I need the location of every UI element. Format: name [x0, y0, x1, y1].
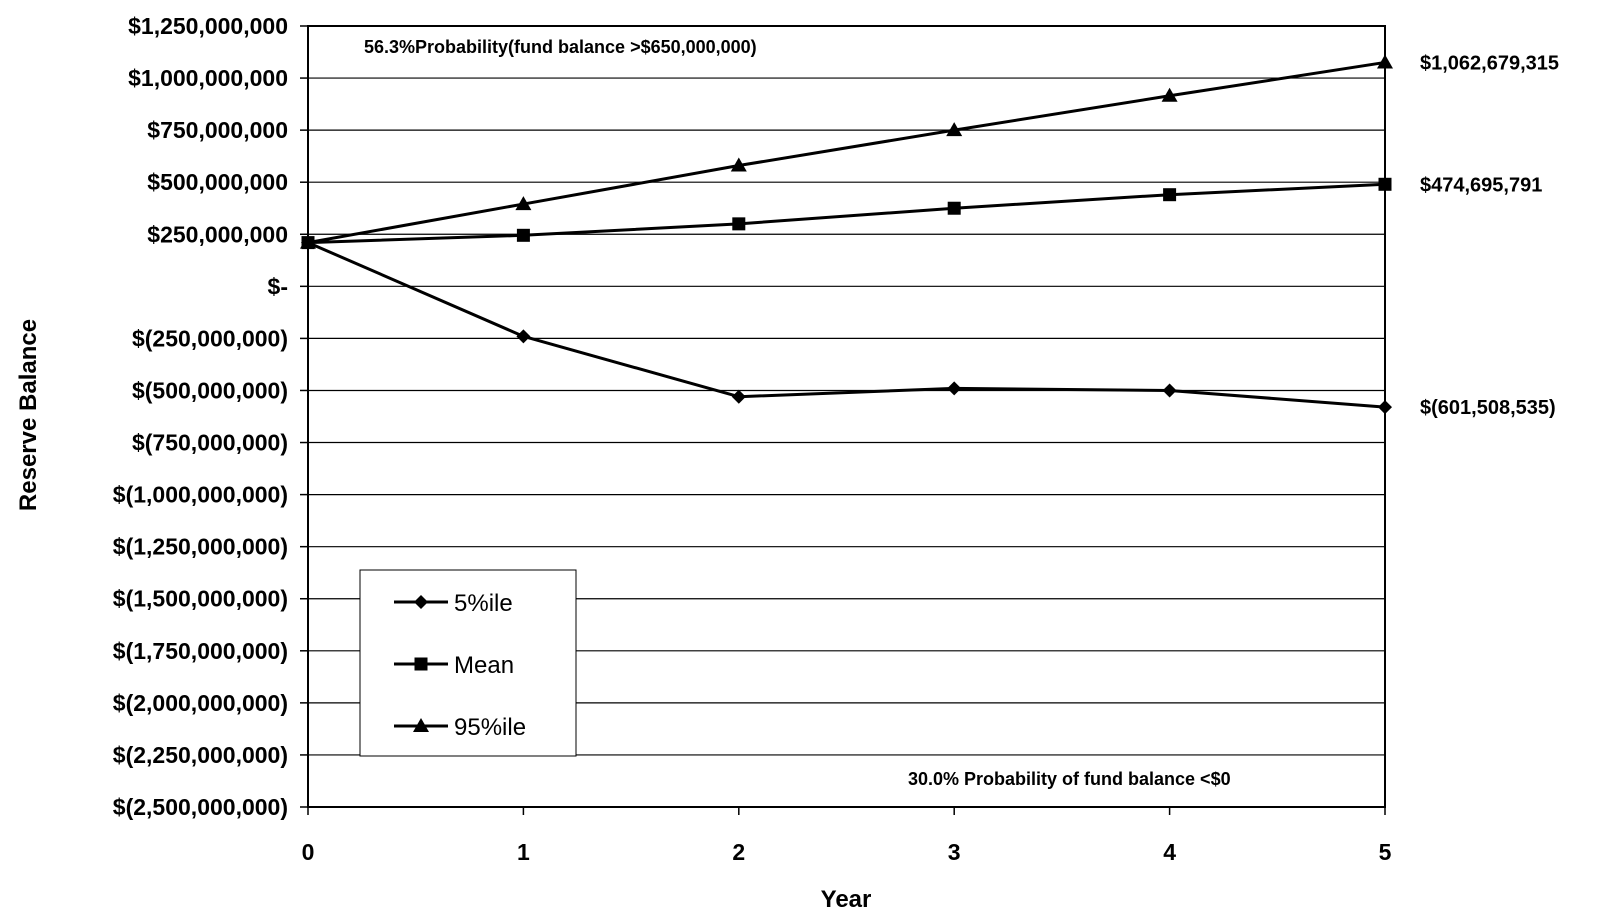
- data-point-95ile: [730, 157, 747, 172]
- y-tick-label: $750,000,000: [147, 117, 288, 143]
- data-point-mean: [947, 201, 961, 215]
- data-point-95ile: [1377, 54, 1393, 69]
- legend-marker: [414, 657, 428, 671]
- end-value-label: $(601,508,535): [1420, 397, 1556, 419]
- data-point-95ile: [1161, 87, 1178, 102]
- y-tick-label: $(750,000,000): [132, 430, 288, 456]
- data-point-mean: [1163, 188, 1177, 202]
- y-tick-label: $(2,500,000,000): [113, 794, 288, 820]
- data-point-5ile: [731, 389, 746, 404]
- data-point-mean: [1378, 177, 1392, 191]
- data-point-95ile: [515, 196, 532, 211]
- annotation-bottom: 30.0% Probability of fund balance <$0: [908, 769, 1231, 789]
- x-axis-title: Year: [821, 886, 872, 913]
- end-value-label: $474,695,791: [1420, 174, 1542, 196]
- legend: 5%ile Mean 95%ile: [359, 569, 577, 757]
- data-point-5ile: [1162, 383, 1177, 398]
- x-tick-label: 5: [1379, 839, 1392, 865]
- y-tick-label: $(1,250,000,000): [113, 534, 288, 560]
- data-point-5ile: [516, 329, 531, 344]
- end-labels: $1,062,679,315 $474,695,791 $(601,508,535): [1420, 52, 1559, 419]
- x-tick-label: 1: [517, 839, 530, 865]
- legend-label: Mean: [454, 652, 514, 679]
- y-tick-label: $(1,750,000,000): [113, 638, 288, 664]
- data-point-95ile: [300, 234, 316, 249]
- data-point-5ile: [1378, 400, 1392, 415]
- x-tick-label: 2: [732, 839, 745, 865]
- legend-marker: [414, 595, 428, 609]
- x-axis: 0 1 2 3 4 5: [302, 807, 1392, 865]
- y-tick-label: $500,000,000: [147, 169, 288, 195]
- y-tick-label: $(2,250,000,000): [113, 742, 288, 768]
- data-point-5ile: [947, 381, 962, 396]
- y-tick-label: $(250,000,000): [132, 325, 288, 351]
- y-tick-label: $(1,000,000,000): [113, 482, 288, 508]
- series-group: [300, 54, 1393, 415]
- x-tick-label: 4: [1163, 839, 1176, 865]
- y-tick-label: $(2,000,000,000): [113, 690, 288, 716]
- annotation-top: 56.3%Probability(fund balance >$650,000,…: [364, 37, 757, 57]
- data-point-mean: [516, 228, 530, 242]
- y-axis: $1,250,000,000 $1,000,000,000 $750,000,000…: [113, 13, 308, 820]
- data-point-mean: [732, 217, 746, 231]
- y-tick-label: $250,000,000: [147, 221, 288, 247]
- legend-items: 5%ile Mean 95%ile: [394, 590, 526, 741]
- legend-label: 95%ile: [454, 714, 526, 741]
- x-tick-label: 3: [948, 839, 961, 865]
- x-tick-label: 0: [302, 839, 315, 865]
- y-tick-label: $1,250,000,000: [128, 13, 288, 39]
- legend-marker: [413, 718, 429, 732]
- y-axis-title: Reserve Balance: [15, 319, 42, 511]
- end-value-label: $1,062,679,315: [1420, 52, 1559, 74]
- series-line-5ile: [307, 241, 1386, 409]
- y-tick-label: $1,000,000,000: [128, 65, 288, 91]
- series-line-95ile: [307, 60, 1386, 245]
- y-tick-label: $(1,500,000,000): [113, 586, 288, 612]
- legend-label: 5%ile: [454, 590, 513, 617]
- y-tick-label: $-: [268, 273, 288, 299]
- y-tick-label: $(500,000,000): [132, 377, 288, 403]
- data-point-95ile: [946, 122, 963, 137]
- series-line-mean: [307, 182, 1386, 245]
- plot-frame: [307, 25, 1386, 808]
